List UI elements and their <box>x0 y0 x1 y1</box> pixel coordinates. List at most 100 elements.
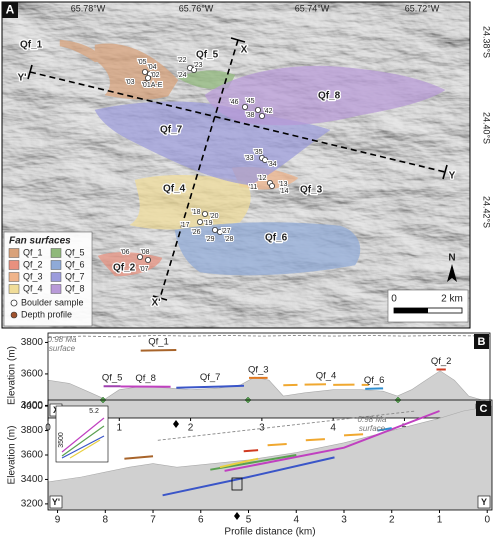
profile-end-tick <box>152 295 168 301</box>
fan-profile <box>365 387 384 390</box>
fan-surface <box>174 222 361 276</box>
inset-tick-label: 3500 <box>58 432 65 448</box>
x-tick-label: 3 <box>341 515 347 526</box>
panel-label: B <box>478 336 486 348</box>
fan-label: Qf_4 <box>316 371 337 382</box>
sample-label: '03 <box>125 79 134 86</box>
legend-swatch <box>8 248 20 258</box>
profile-end-label: Y <box>481 497 487 507</box>
sample-label: '35 <box>253 149 262 156</box>
fan-label: Qf_8 <box>318 91 341 102</box>
y-tick-label: 3400 <box>21 474 44 485</box>
legend-boulder <box>10 299 18 307</box>
sample-label: '04 <box>147 64 156 71</box>
scale-label: 0 <box>391 294 397 305</box>
terrain-area <box>48 405 492 510</box>
profile-line <box>29 71 446 173</box>
sample-label: '19 <box>203 220 212 227</box>
scale-box <box>387 289 469 323</box>
fan-profile <box>176 384 245 389</box>
sample-label: '29 <box>205 236 214 243</box>
plot-area <box>48 334 490 418</box>
sample-label: '46 <box>229 99 238 106</box>
sample-label: '33 <box>244 155 253 162</box>
profile-line <box>159 39 239 299</box>
y-axis-label: Elevation (m) <box>7 346 18 405</box>
y-tick-label: 3600 <box>21 369 44 380</box>
x-tick-label: 2 <box>188 423 194 434</box>
north-arrow <box>447 264 457 282</box>
boulder-sample <box>261 156 268 163</box>
x-tick-label: 9 <box>55 515 61 526</box>
x-tick-label: 1 <box>117 423 123 434</box>
surface-line <box>157 410 416 441</box>
map-frame <box>1 1 471 329</box>
sample-label: '07 <box>139 266 148 273</box>
profile-end-label: Y' <box>17 73 26 84</box>
fan-label: Qf_2 <box>113 263 136 274</box>
x-tick-label: 7 <box>150 515 156 526</box>
sample-label: '27 <box>221 228 230 235</box>
longitude-label: 65.74°W <box>295 3 330 13</box>
panel-label: A <box>6 3 15 17</box>
x-tick-label: 5 <box>246 515 252 526</box>
depth-profile <box>142 80 148 86</box>
legend-swatch <box>50 284 62 294</box>
sample-label: '42 <box>263 108 272 115</box>
x-axis-label: Profile distance (km) <box>224 527 315 538</box>
sample-label: '26 <box>191 229 200 236</box>
boulder-sample <box>211 226 218 233</box>
legend-swatch <box>50 272 62 282</box>
intersection-marker <box>234 512 240 520</box>
plot-frame <box>47 332 491 419</box>
surface-label: 0.98 Ma <box>358 415 387 424</box>
legend-label: Qf_6 <box>65 259 85 269</box>
boulder-sample <box>144 75 151 82</box>
sample-label: '23 <box>193 62 202 69</box>
fan-surface <box>129 175 251 230</box>
fan-profile <box>377 427 392 432</box>
profile-end-box <box>477 495 491 509</box>
map-panel <box>2 2 470 328</box>
sample-label: '08 <box>140 249 149 256</box>
x-tick-label: 3 <box>259 423 265 434</box>
fan-label: Qf_3 <box>248 364 269 375</box>
x-tick-label: 8 <box>103 515 109 526</box>
legend-label: Qf_1 <box>23 247 43 257</box>
scale-label: 2 km <box>441 294 463 305</box>
fan-surface <box>59 39 179 100</box>
sample-label: '22 <box>177 57 186 64</box>
legend-label: Qf_8 <box>65 283 85 293</box>
fan-label: Qf_6 <box>265 233 288 244</box>
inset-line <box>69 439 101 459</box>
boulder-sample <box>268 182 275 189</box>
profile-end-label: Y <box>449 171 456 182</box>
legend-label: Qf_3 <box>23 271 43 281</box>
terrain-area <box>48 370 490 418</box>
y-tick-label: 3400 <box>21 400 44 411</box>
legend-title: Fan surfaces <box>9 236 71 247</box>
fan-profile <box>243 449 259 453</box>
fan-label: Qf_5 <box>196 50 219 61</box>
panel-label-box <box>476 401 491 416</box>
fan-profile <box>283 383 369 387</box>
profile-end-label: X' <box>151 298 160 309</box>
y-tick-label: 3800 <box>21 337 44 348</box>
legend-label: Depth profile <box>21 309 72 319</box>
sample-label: '24 <box>177 72 186 79</box>
panel-label-box <box>474 334 489 349</box>
boulder-sample <box>258 113 265 120</box>
x-tick-label: 1 <box>437 515 443 526</box>
plot-area <box>48 405 492 510</box>
sample-label: '11 <box>249 184 258 191</box>
fan-profile <box>124 455 154 460</box>
fan-label: Qf_7 <box>160 125 183 136</box>
sample-label: '13 <box>278 181 287 188</box>
sample-label: '01A-E <box>142 82 163 89</box>
scale-bar-fill <box>394 308 428 313</box>
y-tick-label: 3800 <box>21 425 44 436</box>
boulder-sample <box>190 67 197 74</box>
inset-line <box>61 417 105 453</box>
profile-chart: 9 8 7 6 5 4 3 2 1 0 3200 3400 3600 3800 4000 Elevation … <box>7 399 493 538</box>
fan-label: Qf_5 <box>102 373 123 384</box>
